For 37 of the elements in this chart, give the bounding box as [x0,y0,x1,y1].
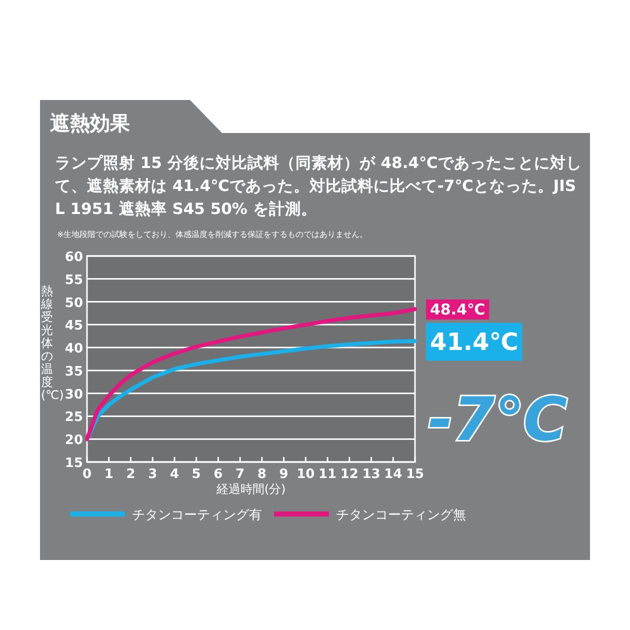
x-tick-label: 12 [340,467,358,482]
y-tick-label: 45 [64,318,83,334]
x-tick-label: 3 [148,467,158,482]
x-tick-label: 9 [279,467,288,482]
y-tick-label: 50 [64,296,83,311]
y-tick-label: 40 [64,342,83,357]
text: -7℃ [428,385,568,455]
y-tick-label: 30 [64,387,83,402]
x-tick-label: 15 [406,467,424,482]
x-tick-label: 6 [214,467,223,482]
x-tick-label: 7 [236,467,245,482]
y-tick-label: 25 [64,410,83,426]
y-tick-label: 35 [64,364,83,380]
y-tick-label: 55 [64,272,83,288]
x-tick-label: 13 [362,467,380,482]
chart-subtitle: ランプ照射 15 分後に対比試料（同素材）が 48.4℃であったことに対して、遮熱素材は 41.4℃であった。対比試料に比べて-7℃となった。JIS L 1951 遮熱率 S45 50% を計測。 [55,153,583,220]
legend-label: チタンコーティング有 [132,508,262,523]
x-tick-label: 1 [104,467,114,482]
legend-label: チタンコーティング無 [336,508,466,523]
x-tick-label: 2 [126,467,136,482]
x-tick-label: 11 [318,467,337,482]
y-tick-label: 15 [64,456,83,471]
x-tick-label: 0 [82,467,92,482]
annotation: 48.4℃ [430,300,486,318]
annotation: 41.4℃ [430,328,518,356]
x-tick-label: 10 [296,467,315,482]
x-axis-title: 経過時間(分) [215,482,286,496]
x-tick-label: 4 [170,467,179,482]
y-tick-label: 20 [64,433,83,448]
x-tick-label: 14 [384,467,402,482]
chart-title: 遮熱効果 [50,110,130,137]
text: 熱線受光体の温度(℃) [41,284,64,402]
y-tick-label: 60 [64,250,83,265]
line-series [85,307,417,442]
x-tick-label: 5 [192,467,201,482]
text: ※生地段階での試験をしており、体感温度を削減する保証をするものではありません。 [57,229,368,240]
x-tick-label: 8 [257,467,266,482]
